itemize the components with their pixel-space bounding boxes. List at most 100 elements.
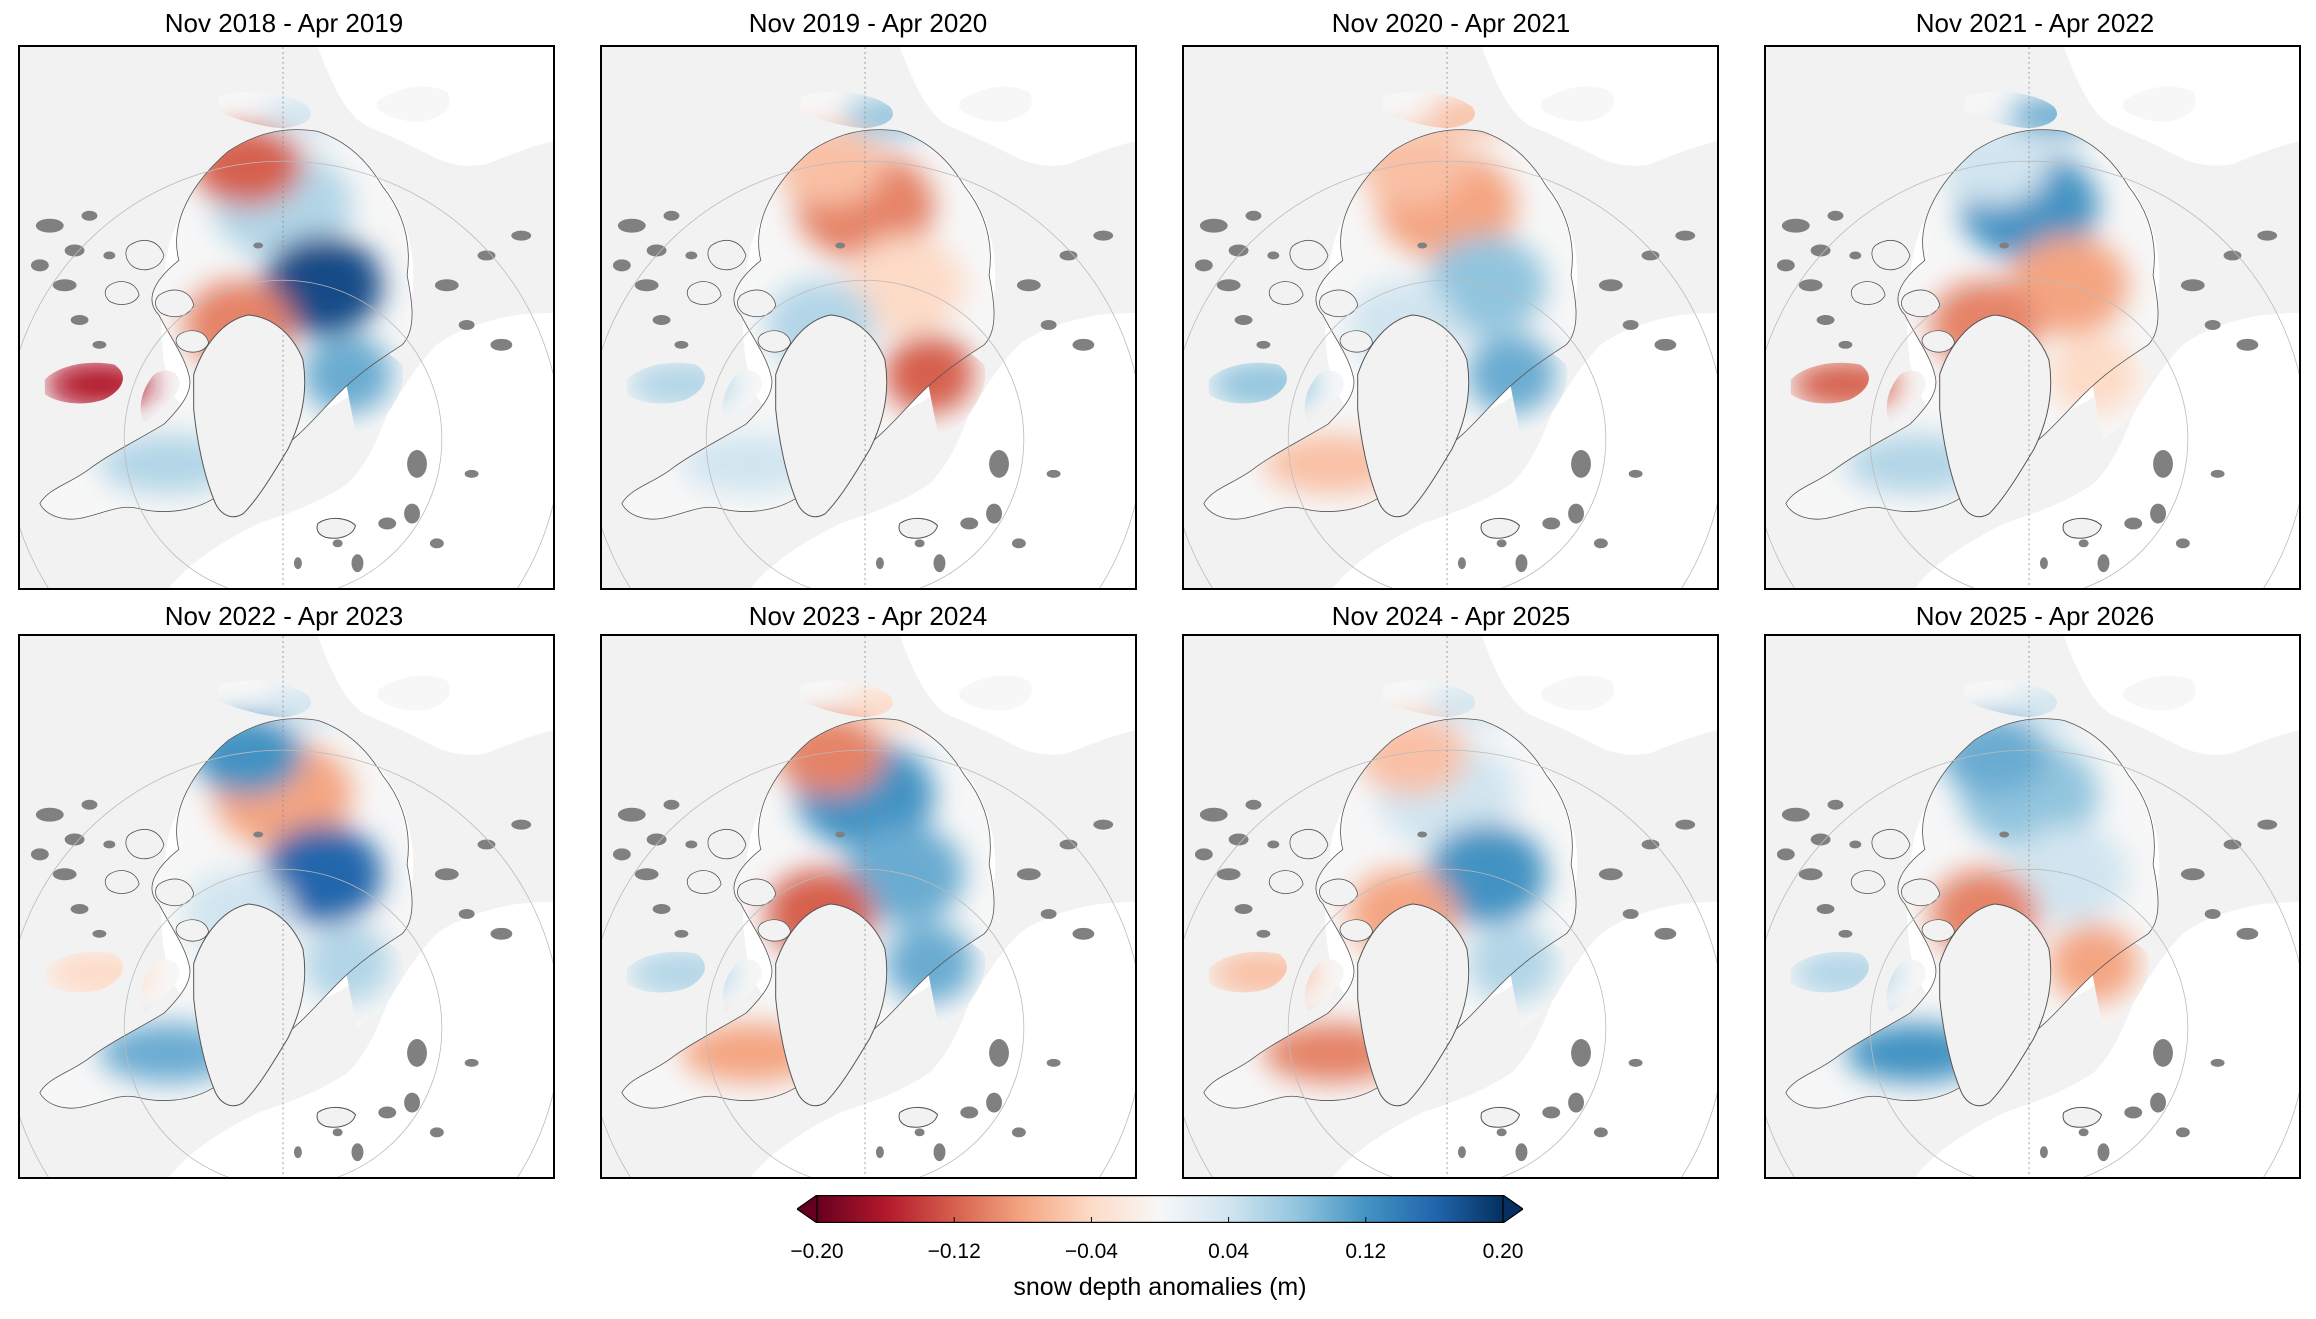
lake [634,868,659,881]
lake [1417,831,1428,838]
anomaly-blob [302,923,393,1004]
lake [464,469,479,478]
anomaly-blob [884,334,975,415]
lake [332,539,343,548]
lake [646,244,667,257]
arctic-island [1921,330,1955,353]
arctic-island [1871,828,1911,860]
lake [1228,244,1249,257]
lake [1798,868,1823,881]
arctic-island [686,281,722,305]
arctic-island [1339,330,1373,353]
lake [1827,210,1844,221]
lake [1216,868,1241,881]
lake [1838,340,1853,349]
arctic-island [155,289,195,318]
lake [2097,1143,2110,1162]
lake [612,848,631,861]
lake [933,1143,946,1162]
lake [652,904,671,914]
lake [1194,259,1213,272]
lake [663,799,680,810]
anomaly-blob [302,334,393,415]
lake [2180,279,2205,292]
lake [1568,1092,1584,1113]
greenland [193,314,306,518]
lake [477,839,496,850]
lake [2236,927,2259,940]
panel-title: Nov 2021 - Apr 2022 [1915,8,2155,38]
lake [407,1039,427,1067]
lake [663,210,680,221]
lake [458,908,475,919]
lake [70,904,89,914]
map-panel [1764,634,2301,1179]
graticule [1766,47,2299,588]
lake [1622,319,1639,330]
lake [2175,538,2190,549]
anomaly-blob [2048,923,2139,1004]
lake [1496,539,1507,548]
map-panel [1764,45,2301,590]
lake [617,807,646,822]
lake [1011,538,1026,549]
lake [1256,929,1271,938]
lake [1072,338,1095,351]
lake [429,538,444,549]
lake [1093,819,1114,830]
lake [2039,1146,2048,1159]
polar-map [602,47,1135,588]
lake [378,517,397,530]
graticule [1184,47,1717,588]
lake [1654,338,1677,351]
lake [434,868,459,881]
lake [2257,819,2278,830]
lake [30,848,49,861]
lake [35,807,64,822]
lake [2236,338,2259,351]
anomaly-blob [1466,334,1557,415]
greenland [775,314,888,518]
lake [1849,840,1862,849]
arctic-island [104,281,140,305]
colorbar-ticks [816,1217,1504,1222]
lake [1571,1039,1591,1067]
arctic-island [1289,239,1329,271]
lake [1234,315,1253,325]
lake [2223,839,2242,850]
lake [92,340,107,349]
lake [407,450,427,478]
arctic-island [1901,878,1941,907]
lake [293,1146,302,1159]
lake [1654,927,1677,940]
panel-title: Nov 2023 - Apr 2024 [748,601,988,631]
lake [1776,848,1795,861]
arctic-island [1871,239,1911,271]
lake [1256,340,1271,349]
colorbar [795,1193,1525,1225]
greenland [775,903,888,1107]
greenland [1357,903,1470,1107]
polar-map [20,47,553,588]
arctic-island [125,239,165,271]
lake [1675,819,1696,830]
polar-map [20,636,553,1177]
colorbar-tick-label: −0.04 [1064,1240,1118,1263]
graticule [602,636,1135,1177]
lake [464,1058,479,1067]
lake [2210,1058,2225,1067]
iceland [898,518,939,539]
lake [1245,210,1262,221]
anomaly-blob [1466,923,1557,1004]
ocean-area [1914,313,2299,588]
lake [2078,539,2089,548]
polar-map [602,636,1135,1177]
lake [986,503,1002,524]
arctic-island [1268,870,1304,894]
colorbar-tick-label: −0.12 [927,1240,981,1263]
lake [2124,1106,2143,1119]
lake [2223,250,2242,261]
arctic-island [686,870,722,894]
panel-title: Nov 2019 - Apr 2020 [748,8,988,38]
lake [1571,450,1591,478]
